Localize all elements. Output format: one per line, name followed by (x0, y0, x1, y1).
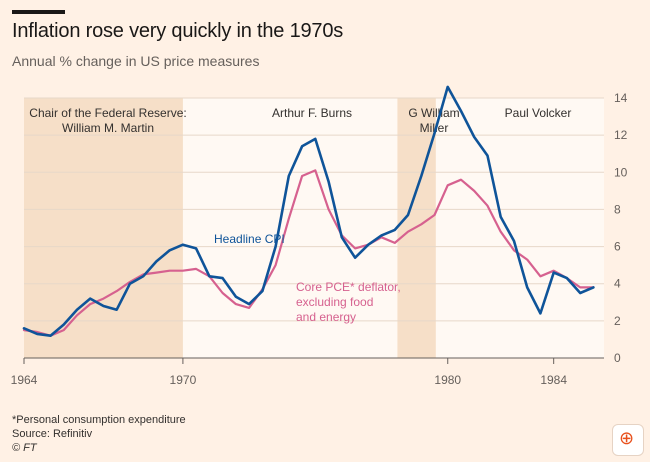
x-tick-label-1984: 1984 (540, 373, 567, 387)
y-tick-label-14: 14 (614, 91, 628, 105)
y-tick-label-12: 12 (614, 128, 628, 142)
y-tick-label-10: 10 (614, 165, 628, 179)
y-tick-label-6: 6 (614, 240, 621, 254)
ft-credit: © FT (12, 442, 37, 454)
chart-title: Inflation rose very quickly in the 1970s (12, 20, 344, 42)
series-line-core-pce (22, 169, 595, 337)
y-tick-label-8: 8 (614, 202, 621, 216)
source-line: Source: Refinitiv (12, 428, 93, 440)
era-label-1: Arthur F. Burns (272, 106, 352, 120)
era-label-2: G William Miller (408, 106, 459, 135)
era-label-3: Paul Volcker (505, 106, 572, 120)
title-accent-bar (12, 10, 65, 14)
x-tick-label-1970: 1970 (170, 373, 197, 387)
x-tick-label-1980: 1980 (434, 373, 461, 387)
era-label-0: Chair of the Federal Reserve: William M. … (29, 106, 186, 135)
x-tick-label-1964: 1964 (11, 373, 38, 387)
series-line-headline-cpi (22, 85, 595, 337)
zoom-in-icon: ⊕ (619, 428, 635, 448)
era-shade-0 (24, 98, 183, 358)
y-tick-label-2: 2 (614, 314, 621, 328)
y-tick-label-0: 0 (614, 351, 621, 365)
annotation-headline-cpi: Headline CPI (214, 232, 285, 246)
footnote: *Personal consumption expenditure (12, 414, 186, 426)
annotation-core-pce: Core PCE* deflator, excluding food and ene… (296, 280, 401, 324)
chart-subtitle: Annual % change in US price measures (12, 53, 260, 69)
zoom-button[interactable]: ⊕ (612, 424, 644, 456)
y-tick-label-4: 4 (614, 277, 621, 291)
